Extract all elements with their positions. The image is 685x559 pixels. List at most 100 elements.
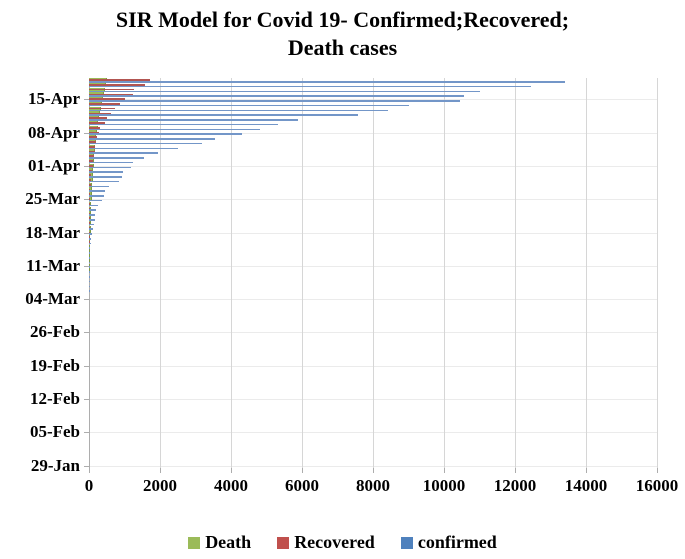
chart-title-line1: SIR Model for Covid 19- Confirmed;Recove…	[115, 7, 570, 32]
legend-swatch-icon	[277, 536, 290, 549]
bar-recovered	[89, 131, 99, 134]
bar-confirmed	[89, 185, 109, 188]
bar-confirmed	[89, 261, 90, 264]
x-axis-tick	[515, 468, 516, 473]
y-axis-line	[89, 78, 90, 470]
bar-confirmed	[89, 233, 93, 235]
bar-confirmed	[89, 214, 96, 216]
bar-confirmed	[89, 81, 565, 83]
bar-confirmed	[89, 266, 90, 269]
bar-death	[89, 235, 91, 240]
bar-recovered	[89, 183, 91, 186]
bar-confirmed	[89, 138, 216, 140]
bar-death	[89, 254, 91, 259]
v-gridline	[657, 78, 658, 468]
bar-confirmed	[89, 190, 106, 192]
bar-confirmed	[89, 85, 531, 88]
x-axis-label: 8000	[356, 476, 390, 495]
x-axis-label: 0	[84, 476, 94, 495]
legend-item-death: Death	[188, 532, 251, 553]
bar-death	[89, 239, 91, 245]
chart-title: SIR Model for Covid 19- Confirmed;Recove…	[0, 6, 685, 62]
bar-confirmed	[89, 104, 409, 107]
v-gridline	[160, 78, 161, 468]
v-gridline	[586, 78, 587, 468]
y-axis-tick	[84, 99, 89, 101]
legend-item-recovered: Recovered	[277, 532, 375, 553]
y-axis-tick	[84, 299, 89, 301]
y-axis-tick	[84, 165, 89, 167]
bar-death	[89, 192, 92, 197]
bar-recovered	[89, 179, 92, 181]
y-axis-label: 04-Mar	[25, 289, 80, 309]
bar-confirmed	[89, 252, 91, 254]
y-axis-label: 18-Mar	[25, 222, 80, 242]
y-axis-tick	[84, 465, 89, 467]
bar-recovered	[89, 193, 91, 196]
bar-recovered	[89, 136, 98, 139]
x-axis-label: 14000	[564, 476, 608, 495]
bar-recovered	[89, 93, 133, 96]
bar-confirmed	[89, 166, 132, 169]
bar-confirmed	[89, 109, 388, 112]
bar-recovered	[89, 141, 97, 143]
y-axis-label: 01-Apr	[28, 155, 80, 175]
bar-recovered	[89, 169, 93, 172]
bar-confirmed	[89, 247, 91, 250]
x-axis-label: 6000	[285, 476, 319, 495]
bar-recovered	[89, 107, 115, 110]
y-axis-tick	[84, 365, 89, 367]
y-axis-label: 05-Feb	[29, 422, 80, 442]
x-axis-tick	[373, 468, 374, 473]
y-axis-tick	[84, 432, 89, 434]
legend-label: Death	[205, 532, 252, 552]
bar-recovered	[89, 174, 92, 177]
legend-swatch-icon	[188, 536, 201, 549]
bar-confirmed	[89, 223, 94, 226]
bar-recovered	[89, 84, 145, 86]
bar-confirmed	[89, 218, 95, 221]
y-axis-label: 19-Feb	[29, 355, 80, 375]
bar-recovered	[89, 164, 93, 167]
legend-label: Recovered	[294, 532, 375, 552]
bar-recovered	[89, 203, 90, 205]
y-axis-label: 25-Mar	[25, 189, 80, 209]
x-axis-label: 2000	[143, 476, 177, 495]
bar-death	[89, 187, 93, 192]
x-axis-tick	[586, 468, 587, 473]
bar-confirmed	[89, 161, 134, 164]
bar-confirmed	[89, 256, 90, 259]
bar-recovered	[89, 150, 95, 153]
bar-death	[89, 211, 92, 216]
bar-confirmed	[89, 209, 97, 211]
chart-title-line2: Death cases	[287, 35, 398, 60]
legend-label: confirmed	[417, 532, 497, 552]
bar-confirmed	[89, 228, 93, 231]
v-gridline	[515, 78, 516, 468]
bar-recovered	[89, 198, 90, 200]
x-axis-tick	[302, 468, 303, 473]
bar-confirmed	[89, 100, 460, 102]
bar-recovered	[89, 145, 96, 148]
legend: Death Recovered confirmed	[0, 532, 685, 553]
legend-item-confirmed: confirmed	[400, 532, 497, 553]
y-axis-tick	[84, 232, 89, 234]
v-gridline	[302, 78, 303, 468]
bar-confirmed	[89, 171, 124, 173]
y-axis-label: 08-Apr	[28, 122, 80, 142]
bar-recovered	[89, 160, 94, 162]
bar-death	[89, 268, 91, 273]
bar-confirmed	[89, 152, 159, 154]
bar-recovered	[89, 79, 151, 81]
bar-recovered	[89, 88, 134, 91]
bar-confirmed	[89, 114, 359, 116]
bar-death	[89, 225, 91, 230]
bar-death	[89, 244, 91, 249]
x-axis-tick	[89, 468, 90, 473]
bar-recovered	[89, 117, 107, 119]
bar-death	[89, 216, 91, 221]
v-gridline	[373, 78, 374, 468]
bar-recovered	[89, 155, 94, 158]
bar-recovered	[89, 207, 90, 210]
